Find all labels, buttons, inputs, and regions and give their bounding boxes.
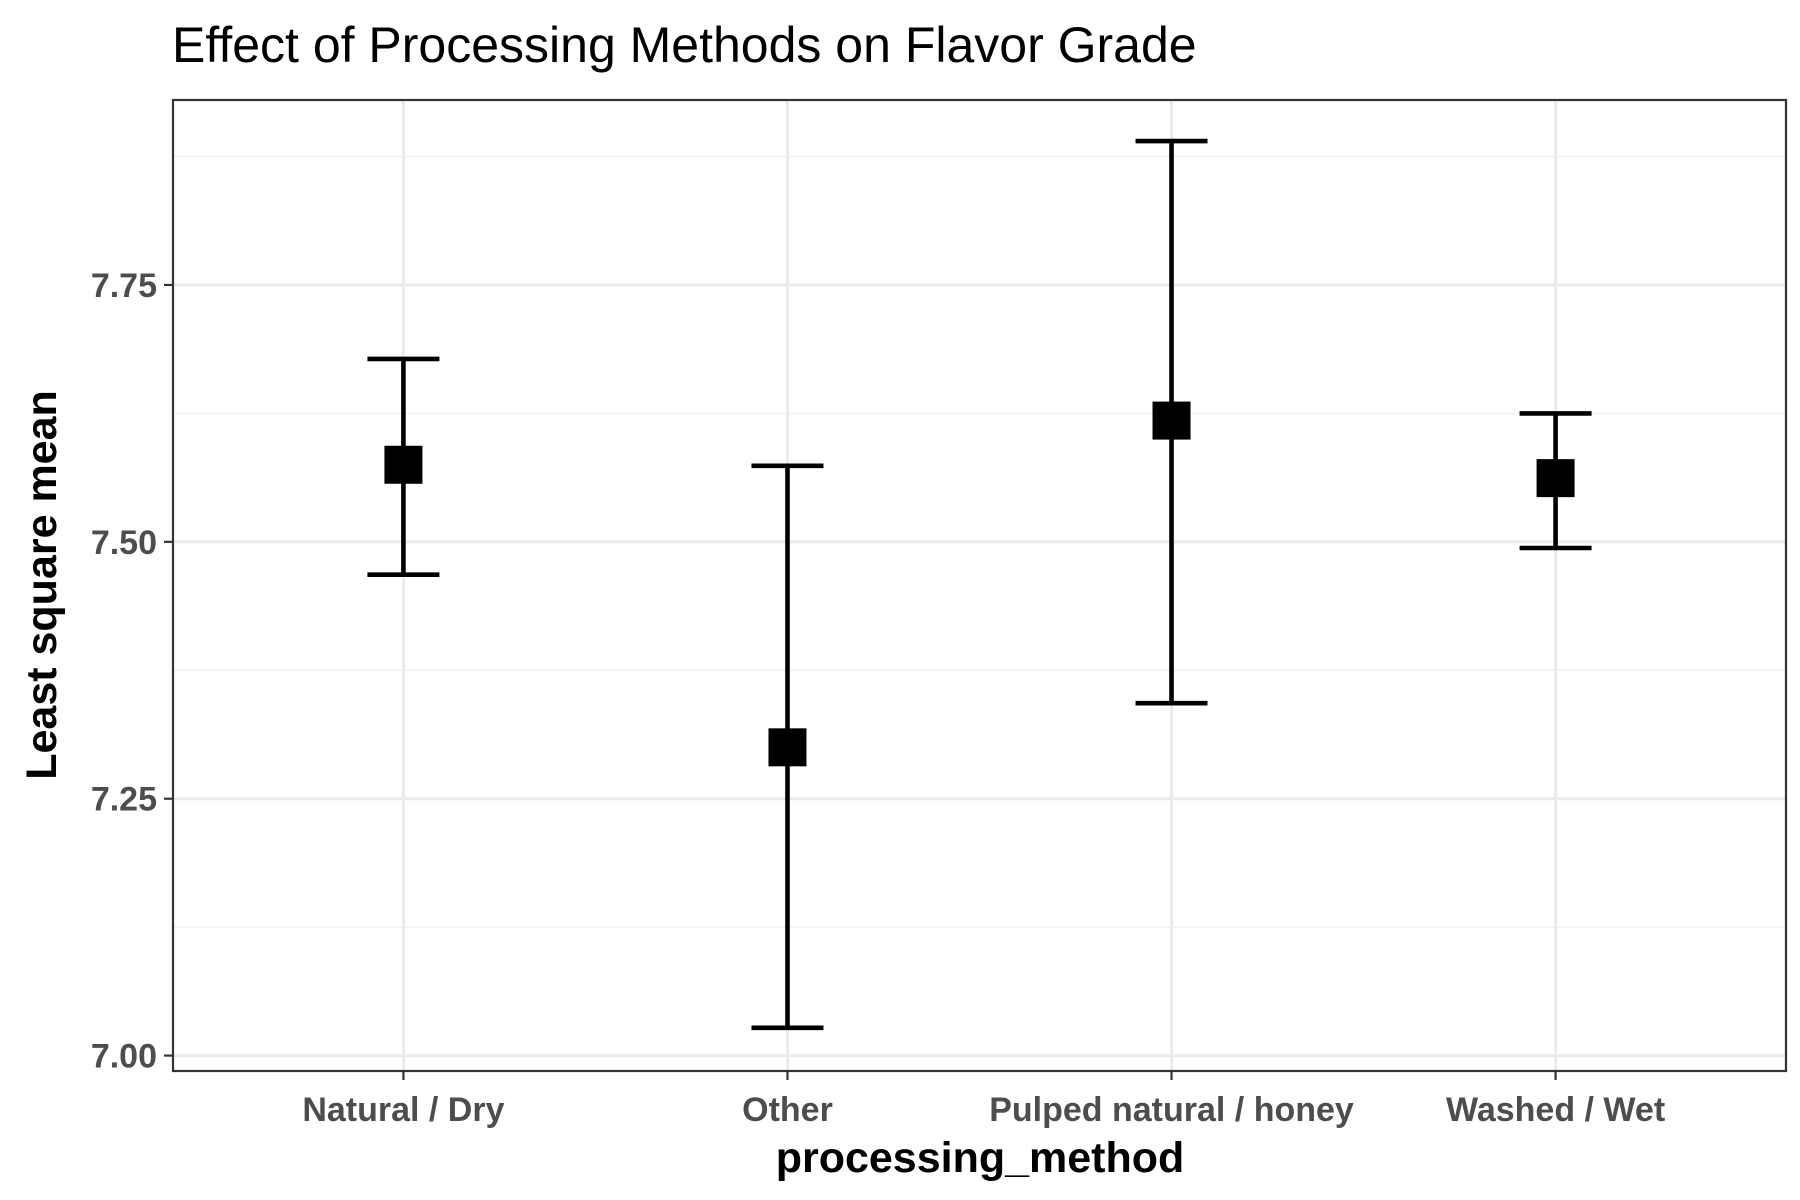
x-axis-title: processing_method bbox=[776, 1134, 1185, 1182]
x-tick-label-3: Washed / Wet bbox=[1446, 1091, 1665, 1129]
data-point-square bbox=[768, 728, 807, 767]
data-point-square bbox=[1152, 401, 1191, 440]
y-tick-label-0: 7.00 bbox=[91, 1038, 157, 1076]
x-tick-label-1: Other bbox=[742, 1091, 833, 1129]
y-tick-label-1: 7.25 bbox=[91, 781, 157, 819]
x-tick-label-0: Natural / Dry bbox=[302, 1091, 504, 1129]
error-bar-series bbox=[367, 138, 1592, 1031]
x-axis: Natural / Dry Other Pulped natural / honey… bbox=[302, 1071, 1665, 1129]
y-tick-label-2: 7.50 bbox=[91, 524, 157, 562]
y-axis: 7.00 7.25 7.50 7.75 bbox=[91, 267, 173, 1076]
x-tick-label-2: Pulped natural / honey bbox=[989, 1091, 1354, 1129]
data-point-square bbox=[1536, 459, 1575, 498]
errorbar-group-0 bbox=[367, 356, 440, 578]
major-gridlines bbox=[173, 100, 1786, 1071]
chart-title: Effect of Processing Methods on Flavor G… bbox=[172, 17, 1197, 73]
plot-panel-border bbox=[171, 98, 1788, 1073]
errorbar-group-2 bbox=[1135, 138, 1208, 706]
minor-gridlines bbox=[173, 155, 1786, 928]
errorbar-group-3 bbox=[1519, 411, 1592, 551]
data-point-square bbox=[384, 445, 423, 484]
y-tick-label-3: 7.75 bbox=[91, 267, 157, 305]
y-axis-title: Least square mean bbox=[18, 390, 66, 780]
errorbar-group-1 bbox=[751, 463, 824, 1031]
